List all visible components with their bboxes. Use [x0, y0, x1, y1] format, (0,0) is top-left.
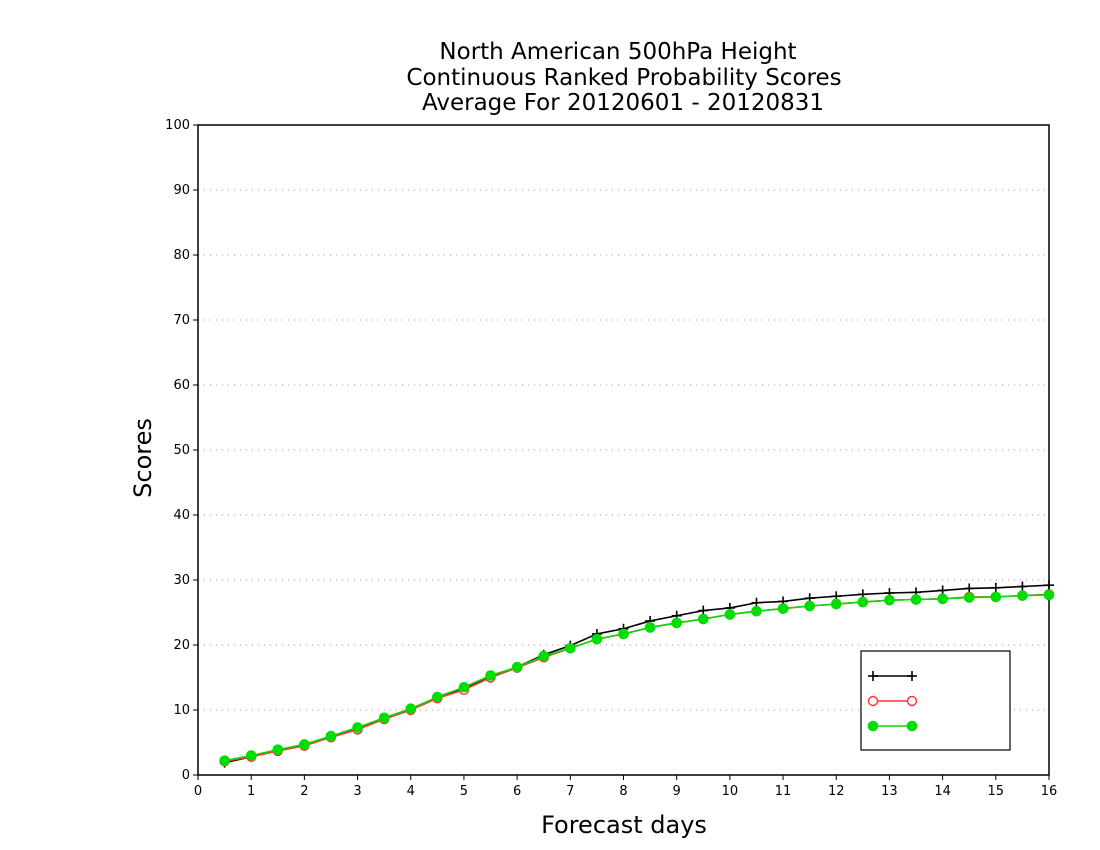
series-3-point: [644, 622, 656, 633]
x-axis-title: Forecast days: [541, 811, 707, 839]
series-3-point: [299, 739, 310, 750]
y-tick-label: 10: [173, 703, 190, 718]
legend-marker: [906, 720, 918, 732]
series-3-point: [272, 744, 284, 755]
x-tick-label: 7: [566, 784, 574, 799]
series-3-point: [697, 613, 709, 625]
y-axis-title: Scores: [129, 418, 157, 498]
y-tick-label: 90: [173, 183, 190, 198]
x-tick-label: 0: [194, 784, 202, 799]
x-tick-label: 4: [407, 784, 415, 799]
series-3-point: [565, 642, 576, 654]
series-3-point: [1043, 589, 1055, 601]
x-tick-label: 13: [881, 784, 898, 799]
y-tick-label: 60: [173, 378, 190, 393]
series-3-point: [618, 628, 629, 640]
series-group: [219, 580, 1055, 768]
x-tick-label: 15: [988, 784, 1005, 799]
series-1-point: [1017, 581, 1028, 592]
y-tick-label: 30: [173, 573, 190, 588]
y-tick-label: 50: [173, 443, 190, 458]
series-3-point: [325, 730, 337, 742]
series-3-point: [884, 594, 895, 606]
series-3-point: [777, 603, 789, 614]
x-tick-label: 10: [722, 784, 739, 799]
x-tick-label: 6: [513, 784, 521, 799]
x-tick-label: 16: [1041, 784, 1058, 799]
series-3-point: [432, 691, 443, 703]
x-tick-label: 5: [460, 784, 468, 799]
legend-marker: [907, 671, 917, 681]
y-tick-label: 100: [165, 118, 190, 133]
series-3-point: [458, 681, 470, 693]
legend: [860, 650, 1011, 751]
series-3-point: [910, 594, 922, 605]
y-tick-label: 20: [173, 638, 190, 653]
series-3-point: [671, 617, 682, 629]
series-1-point: [990, 582, 1001, 593]
x-tick-label: 11: [775, 784, 792, 799]
chart-title-line-1: North American 500hPa Height: [439, 39, 796, 65]
legend-marker: [867, 695, 879, 707]
series-3-point: [804, 600, 815, 612]
x-tick-label: 3: [353, 784, 361, 799]
chart-title-line-2: Continuous Ranked Probability Scores: [406, 65, 841, 91]
x-tick-label: 9: [673, 784, 681, 799]
series-3-point: [485, 670, 496, 681]
y-tick-label: 0: [182, 768, 190, 783]
x-tick-label: 1: [247, 784, 255, 799]
x-tick-label: 12: [828, 784, 845, 799]
series-3-point: [538, 650, 550, 662]
x-tick-label: 8: [619, 784, 627, 799]
legend-item-3: [867, 720, 918, 732]
series-3-point: [937, 593, 948, 605]
x-tick-label: 2: [300, 784, 308, 799]
legend-marker: [867, 720, 879, 732]
series-1-point: [1044, 580, 1054, 591]
series-3-point: [245, 750, 257, 761]
series-3-point: [219, 755, 230, 767]
series-3: [219, 589, 1055, 767]
series-3-point: [963, 592, 975, 603]
legend-marker: [868, 671, 878, 681]
y-tick-label: 40: [173, 508, 190, 523]
series-3-point: [378, 712, 390, 724]
series-3-point: [1017, 590, 1028, 601]
series-3-point: [857, 596, 869, 608]
y-tick-label: 70: [173, 313, 190, 328]
series-3-point: [830, 598, 842, 610]
series-3-point: [405, 703, 417, 715]
series-3-point: [751, 605, 762, 617]
y-tick-label: 80: [173, 248, 190, 263]
series-3-point: [352, 722, 363, 733]
series-3-point: [990, 591, 1002, 603]
series-3-point: [511, 661, 523, 673]
chart-title-line-3: Average For 20120601 - 20120831: [422, 90, 824, 116]
series-3-point: [591, 633, 603, 645]
x-tick-label: 14: [934, 784, 951, 799]
series-3-point: [724, 609, 736, 620]
legend-marker: [906, 695, 918, 707]
legend-item-1: [868, 671, 917, 681]
legend-item-2: [867, 695, 918, 707]
